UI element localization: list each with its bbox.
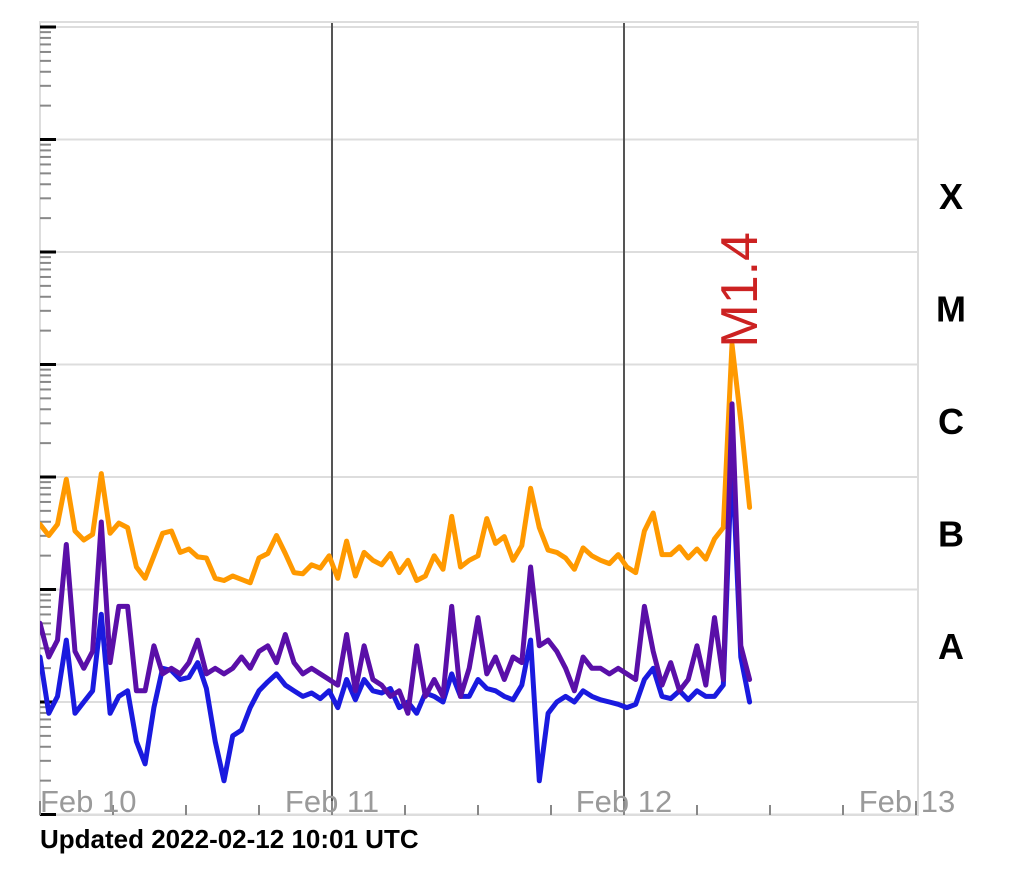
class-label-x: X — [939, 176, 963, 217]
series-line-1 — [40, 341, 753, 586]
bottom-axis-ticks — [39, 801, 917, 815]
series-line-3 — [40, 401, 753, 716]
x-tick-label: Feb 11 — [285, 784, 379, 819]
class-label-c: C — [938, 401, 964, 442]
annotations: M1.4 — [711, 232, 769, 348]
x-tick-label: Feb 12 — [576, 784, 673, 819]
class-label-b: B — [938, 513, 964, 554]
plot-border — [39, 21, 919, 816]
series-line-2 — [40, 452, 753, 784]
class-label-a: A — [938, 626, 964, 667]
grid — [40, 26, 918, 816]
flare-annotation: M1.4 — [711, 232, 769, 348]
x-tick-label: Feb 13 — [859, 784, 956, 819]
class-label-m: M — [936, 288, 966, 329]
series-lines — [40, 341, 753, 784]
updated-timestamp: Updated 2022-02-12 10:01 UTC — [40, 824, 419, 854]
class-labels: A B C M X — [936, 176, 966, 667]
left-axis-ticks — [40, 25, 56, 816]
x-tick-labels: Feb 10 Feb 11 Feb 12 Feb 13 — [40, 784, 955, 819]
x-tick-label: Feb 10 — [40, 784, 137, 819]
